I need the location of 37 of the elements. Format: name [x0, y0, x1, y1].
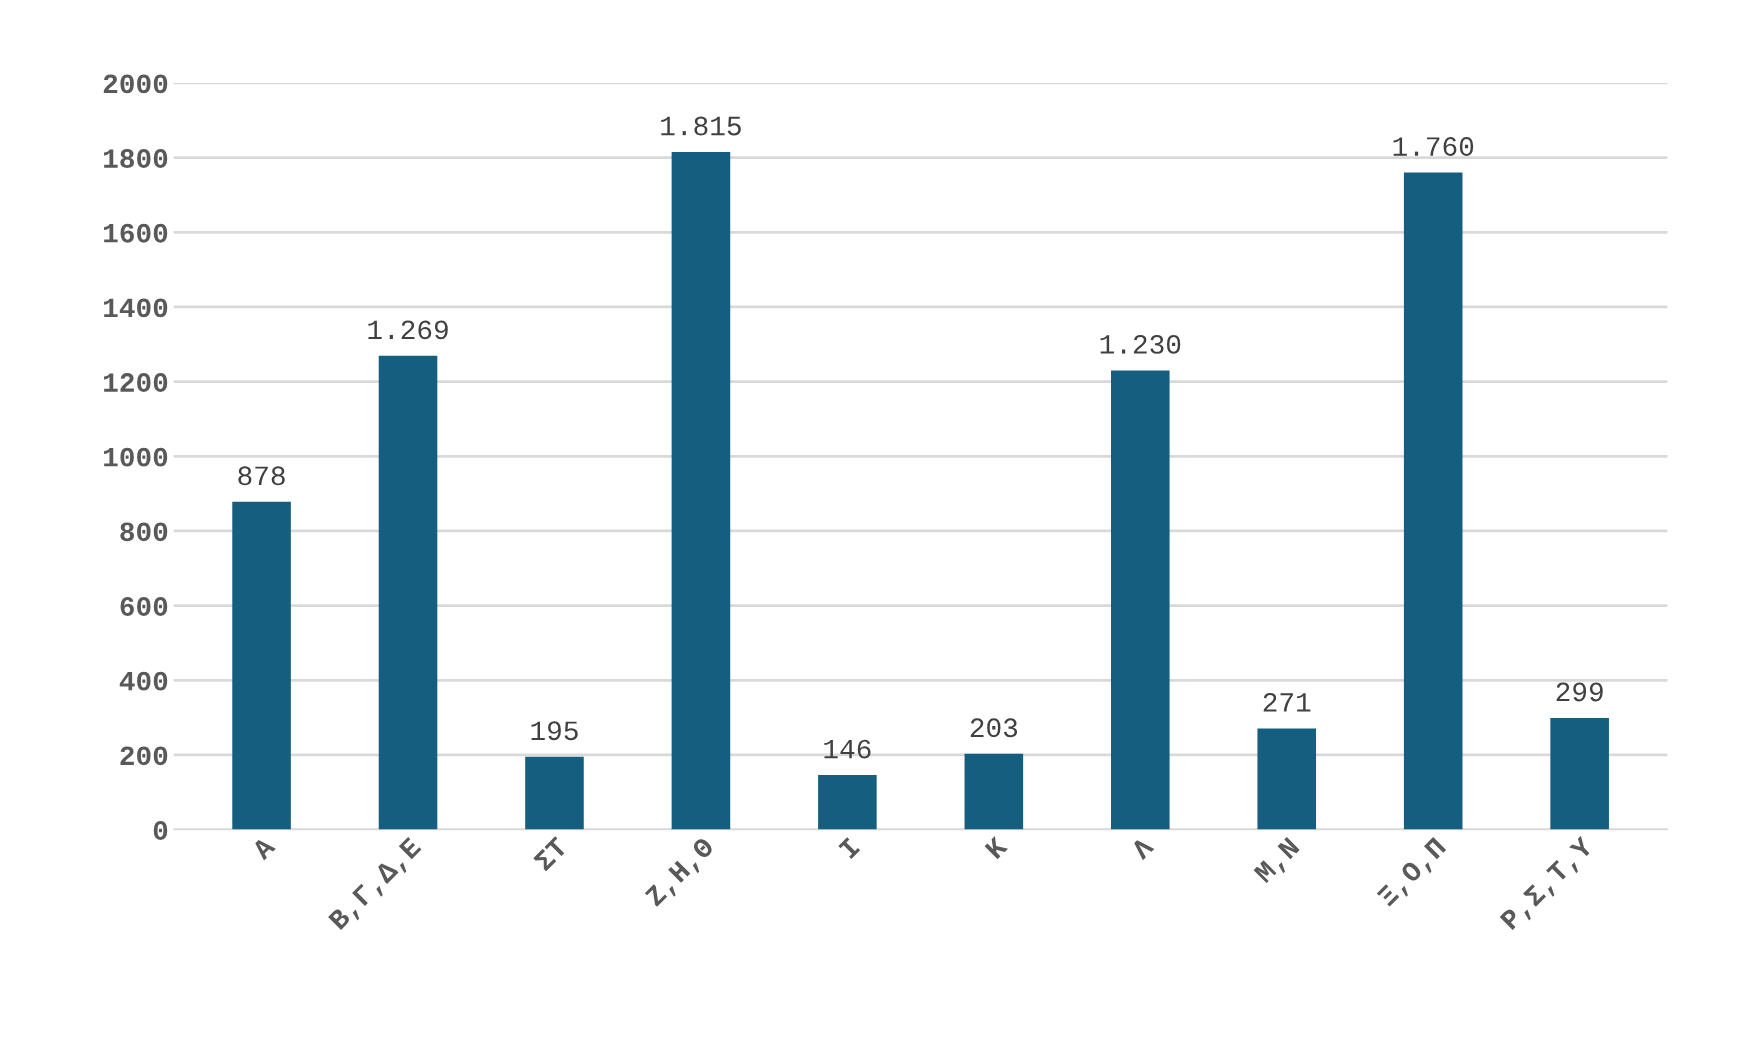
bar	[1111, 370, 1170, 830]
x-tick-label: Κ	[984, 835, 1009, 860]
y-tick-label: 600	[120, 597, 168, 616]
y-tick-label: 1600	[104, 223, 168, 243]
data-label: 1.230	[1100, 334, 1181, 354]
x-tick-label: Α	[251, 835, 276, 861]
data-label: 878	[238, 466, 285, 486]
y-tick-label: 200	[120, 746, 168, 766]
bar	[1403, 172, 1463, 830]
bar	[1550, 717, 1609, 830]
x-tick-label: Ι	[838, 837, 861, 859]
data-label: 299	[1556, 682, 1603, 702]
bar	[818, 775, 877, 830]
x-tick-label: Λ	[1129, 835, 1155, 861]
data-label: 146	[824, 739, 871, 759]
bar	[1257, 728, 1317, 830]
y-tick-label: 400	[119, 671, 168, 691]
bar	[671, 152, 731, 830]
data-label: 271	[1263, 692, 1311, 712]
y-tick-label: 800	[120, 522, 168, 542]
data-label: 1.815	[661, 116, 741, 136]
x-tick-label: ΣΤ	[533, 836, 569, 872]
y-tick-label: 1400	[104, 298, 168, 318]
data-label: 195	[531, 721, 578, 741]
data-label: 1.760	[1393, 137, 1474, 156]
y-tick-label: 1200	[104, 373, 168, 392]
y-tick-label: 1000	[104, 447, 168, 467]
y-tick-label: 2000	[103, 74, 168, 94]
bar	[964, 753, 1024, 830]
bar	[232, 501, 291, 830]
data-label: 203	[970, 718, 1018, 738]
y-tick-label: 1800	[104, 149, 168, 168]
y-tick-label: 0	[153, 821, 168, 840]
bar	[378, 355, 438, 830]
bar	[525, 756, 584, 830]
x-tick-label: Μ,Ν	[1253, 837, 1304, 887]
data-label: 1.269	[368, 320, 448, 340]
